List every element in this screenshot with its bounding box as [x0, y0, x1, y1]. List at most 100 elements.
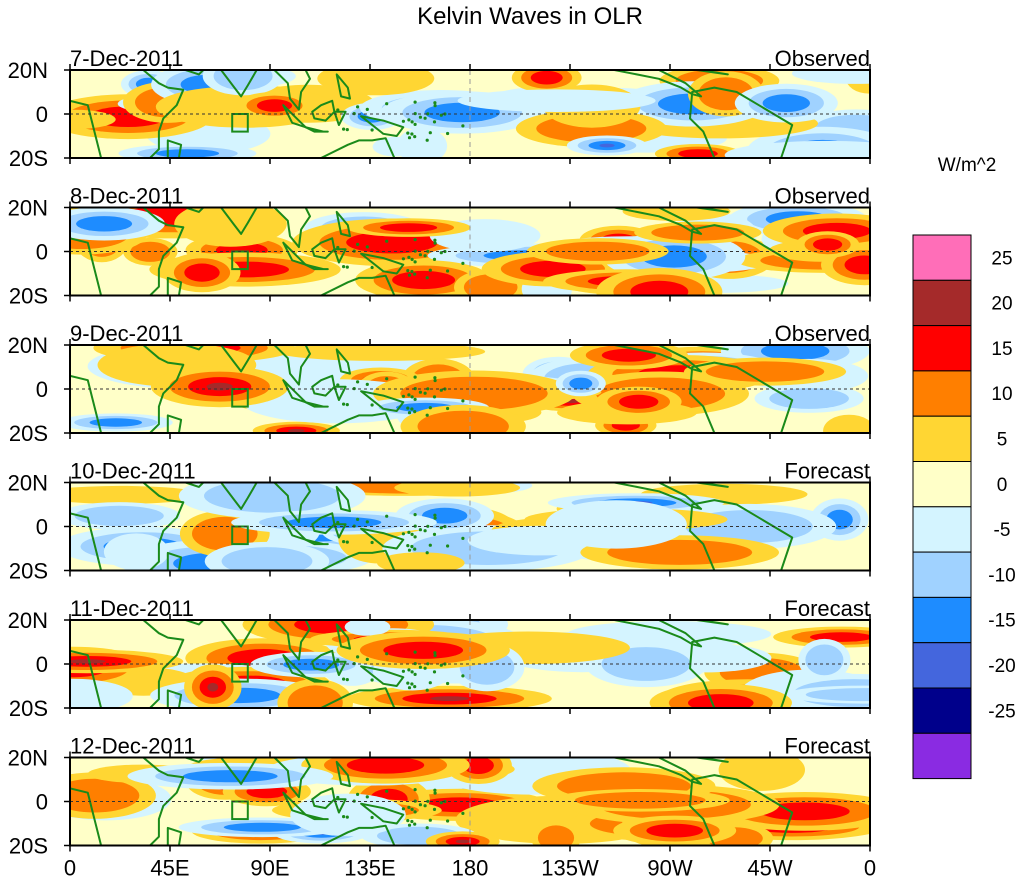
island: [425, 688, 429, 692]
anomaly-contour: [599, 143, 615, 148]
anomaly-contour: [221, 547, 313, 571]
colorbar-label: 10: [991, 384, 1012, 405]
coastline: [333, 385, 347, 401]
coastline: [304, 813, 329, 821]
island: [432, 257, 437, 261]
island: [385, 377, 389, 381]
panel: 20N 0 20S 12-Dec-2011 Forecast: [8, 734, 871, 859]
coastline: [695, 620, 729, 626]
island: [425, 826, 429, 830]
island: [406, 406, 410, 410]
coastline: [320, 824, 396, 846]
island: [446, 406, 450, 411]
coastline: [166, 414, 183, 433]
coastline: [273, 207, 311, 249]
coastline: [695, 345, 729, 351]
panels: 20N 0 20S 7-Dec-2011 Observed 20N 0 20S 8-Dec-20…: [8, 46, 871, 859]
island: [406, 544, 410, 548]
anomaly-contour: [762, 94, 810, 112]
x-tick-label: 135W: [541, 856, 599, 881]
colorbar-swatch: [912, 732, 972, 780]
coastline: [335, 760, 351, 788]
anomaly-contour: [184, 263, 220, 282]
island: [423, 391, 427, 395]
island: [406, 269, 410, 273]
coastline: [360, 115, 405, 137]
anomaly-contour: [791, 70, 870, 84]
x-axis: 0 45E 90E 135E 180 135W 90W 45W 0: [64, 856, 876, 881]
island: [428, 543, 432, 547]
x-tick-label: 45W: [747, 856, 792, 881]
panel-date: 7-Dec-2011: [70, 46, 183, 71]
island: [356, 792, 360, 796]
colorbar-label: -15: [988, 611, 1015, 632]
island: [407, 118, 411, 122]
island: [446, 131, 450, 136]
island: [365, 245, 369, 249]
colorbar-label: 0: [997, 475, 1008, 496]
island: [426, 387, 430, 391]
anomaly-contour: [317, 70, 435, 96]
island: [433, 791, 437, 795]
island: [461, 811, 465, 815]
anomaly-contour: [288, 429, 305, 433]
panel-date: 10-Dec-2011: [70, 459, 196, 484]
anomaly-contour: [530, 70, 563, 85]
coastline: [360, 252, 405, 275]
island: [433, 513, 437, 517]
coastline: [166, 551, 183, 571]
colorbar-label: 5: [997, 430, 1008, 451]
island: [336, 245, 340, 250]
y-tick-label: 20N: [8, 746, 48, 771]
island: [345, 128, 349, 132]
anomaly-contour: [383, 641, 464, 659]
panel-date: 9-Dec-2011: [70, 321, 183, 346]
anomaly-contour: [70, 109, 116, 130]
colorbar-swatch: [912, 370, 972, 417]
coastline: [220, 70, 258, 98]
island: [342, 815, 346, 819]
island: [365, 795, 369, 799]
anomaly-contour: [103, 533, 169, 571]
island: [370, 128, 374, 132]
island: [336, 658, 340, 662]
anomaly-contour: [346, 231, 438, 254]
island: [406, 131, 410, 135]
y-tick-label: 20N: [8, 333, 48, 358]
island: [413, 788, 417, 792]
coastline: [333, 798, 347, 814]
panel: 20N 0 20S 11-Dec-2011 Forecast: [8, 596, 871, 721]
coastline: [166, 276, 183, 296]
coastline: [689, 774, 794, 846]
island: [356, 517, 360, 521]
coastline: [320, 549, 396, 571]
island: [401, 119, 405, 123]
island: [385, 102, 389, 106]
island: [407, 136, 412, 140]
island: [432, 532, 437, 536]
x-tick-label: 180: [452, 856, 489, 881]
island: [425, 138, 429, 142]
island: [413, 135, 417, 139]
island: [413, 547, 417, 551]
island: [410, 120, 414, 124]
island: [433, 376, 437, 380]
coastline: [220, 207, 258, 235]
island: [423, 804, 427, 808]
coastline: [304, 401, 329, 408]
anomaly-contour: [545, 241, 650, 261]
island: [413, 410, 417, 414]
island: [370, 678, 374, 682]
coastline: [689, 499, 794, 571]
x-tick-label: 90W: [647, 856, 692, 881]
colorbar-label: 15: [991, 339, 1012, 360]
island: [428, 818, 432, 822]
coastline: [184, 345, 205, 351]
island: [418, 665, 422, 669]
coastline: [273, 70, 311, 111]
island: [407, 393, 411, 397]
island: [423, 116, 427, 120]
anomaly-contour: [601, 348, 657, 362]
island: [342, 402, 346, 406]
coastline: [695, 757, 729, 763]
